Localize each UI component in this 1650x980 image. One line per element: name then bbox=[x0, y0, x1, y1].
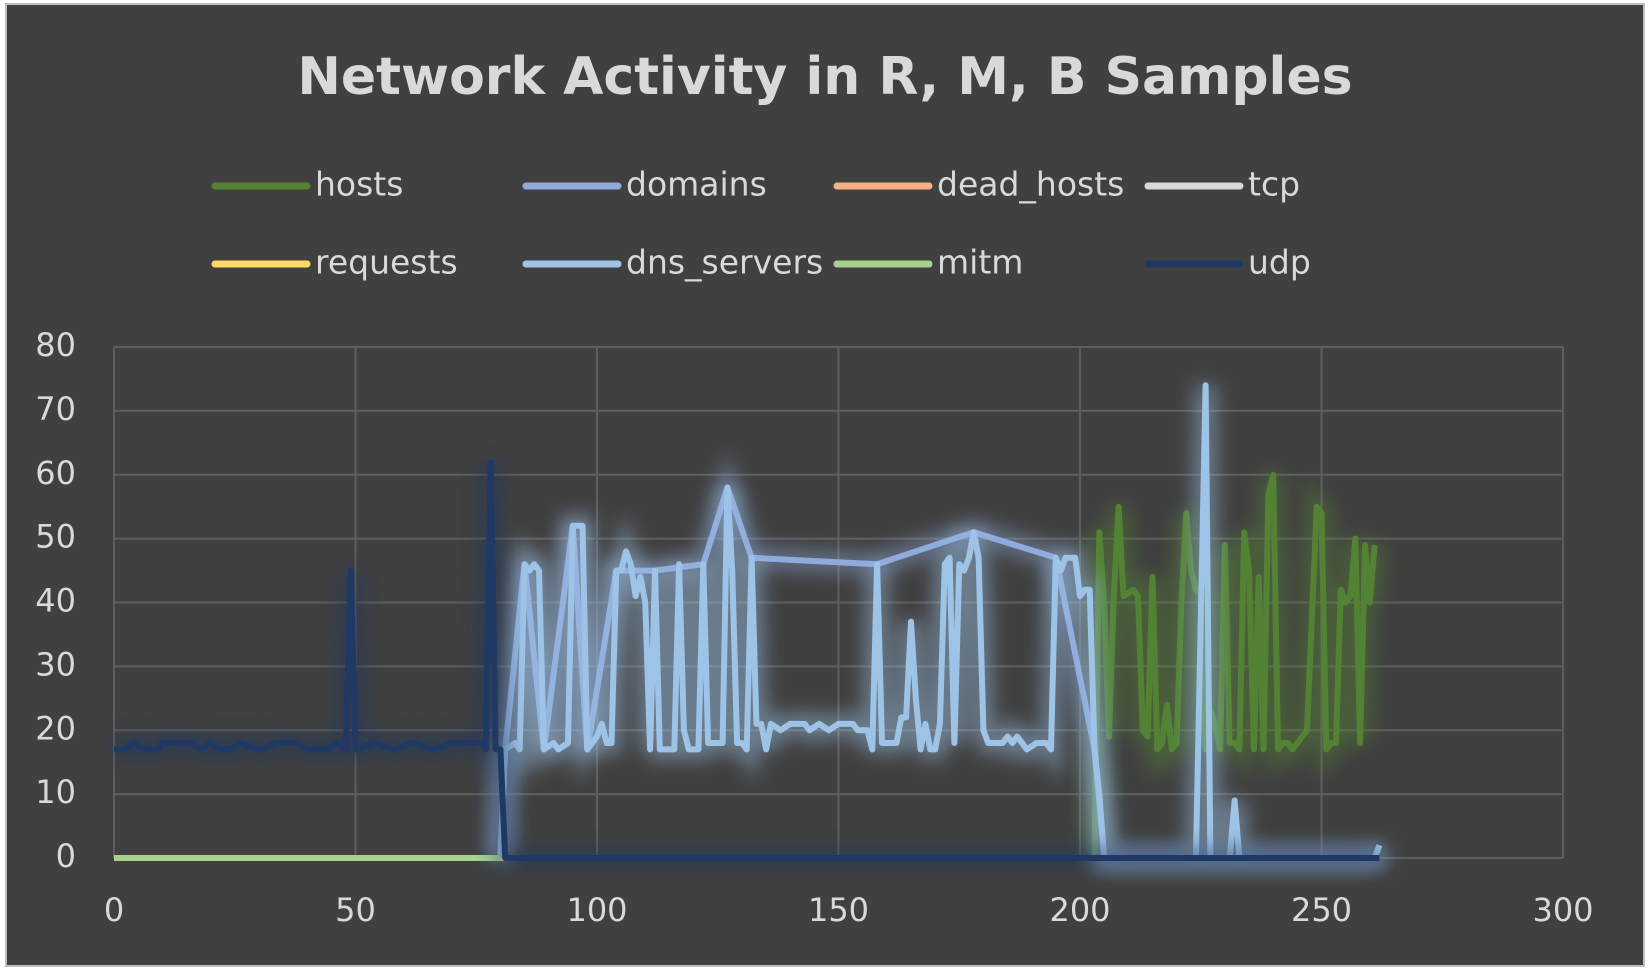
legend-label: dns_servers bbox=[626, 243, 823, 282]
series-line bbox=[497, 382, 1383, 861]
y-tick-label: 70 bbox=[35, 390, 76, 428]
x-tick-label: 150 bbox=[808, 891, 869, 929]
y-tick-label: 60 bbox=[35, 454, 76, 492]
x-tick-label: 300 bbox=[1532, 891, 1593, 929]
legend-label: requests bbox=[315, 243, 458, 282]
y-tick-label: 40 bbox=[35, 582, 76, 620]
x-tick-label: 100 bbox=[566, 891, 627, 929]
y-tick-label: 0 bbox=[56, 837, 76, 875]
chart-title: Network Activity in R, M, B Samples bbox=[297, 47, 1352, 107]
x-tick-label: 0 bbox=[104, 891, 124, 929]
y-tick-label: 30 bbox=[35, 645, 76, 683]
y-tick-label: 80 bbox=[35, 326, 76, 364]
x-tick-label: 250 bbox=[1291, 891, 1352, 929]
legend-label: udp bbox=[1248, 243, 1311, 282]
chart-background bbox=[5, 3, 1645, 967]
series-line bbox=[1091, 471, 1378, 859]
legend-label: dead_hosts bbox=[937, 165, 1124, 204]
legend-label: tcp bbox=[1248, 165, 1300, 204]
legend-label: domains bbox=[626, 165, 767, 204]
legend-label: mitm bbox=[937, 243, 1023, 282]
y-tick-label: 20 bbox=[35, 709, 76, 747]
x-tick-label: 50 bbox=[335, 891, 376, 929]
y-tick-label: 50 bbox=[35, 518, 76, 556]
y-tick-label: 10 bbox=[35, 773, 76, 811]
series-line bbox=[114, 459, 1380, 861]
x-tick-label: 200 bbox=[1049, 891, 1110, 929]
legend-label: hosts bbox=[315, 165, 403, 204]
